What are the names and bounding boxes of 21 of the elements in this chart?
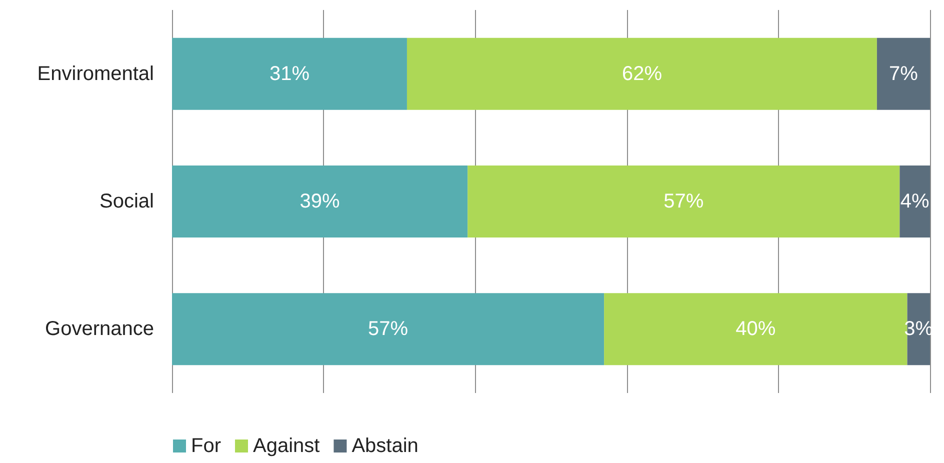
y-tick-label: Governance: [45, 318, 154, 340]
bar: [468, 166, 900, 238]
bar: [172, 38, 407, 110]
data-label: 40%: [736, 318, 776, 340]
legend-label: Against: [253, 435, 320, 457]
bar: [172, 293, 604, 366]
data-label: 39%: [300, 190, 340, 212]
data-label: 7%: [889, 62, 918, 85]
bar: [876, 38, 930, 110]
data-label: 4%: [900, 190, 930, 212]
data-label: 57%: [664, 190, 704, 212]
bar: [900, 166, 930, 238]
data-label: 31%: [269, 62, 310, 85]
y-tick-label: Social: [100, 190, 154, 212]
data-label: 57%: [368, 318, 408, 340]
bar: [172, 166, 468, 238]
legend-label: For: [191, 435, 222, 457]
bar: [406, 38, 877, 110]
y-tick-label: Enviromental: [37, 62, 154, 85]
data-label: 62%: [622, 62, 662, 85]
legend-label: Abstain: [352, 435, 418, 457]
